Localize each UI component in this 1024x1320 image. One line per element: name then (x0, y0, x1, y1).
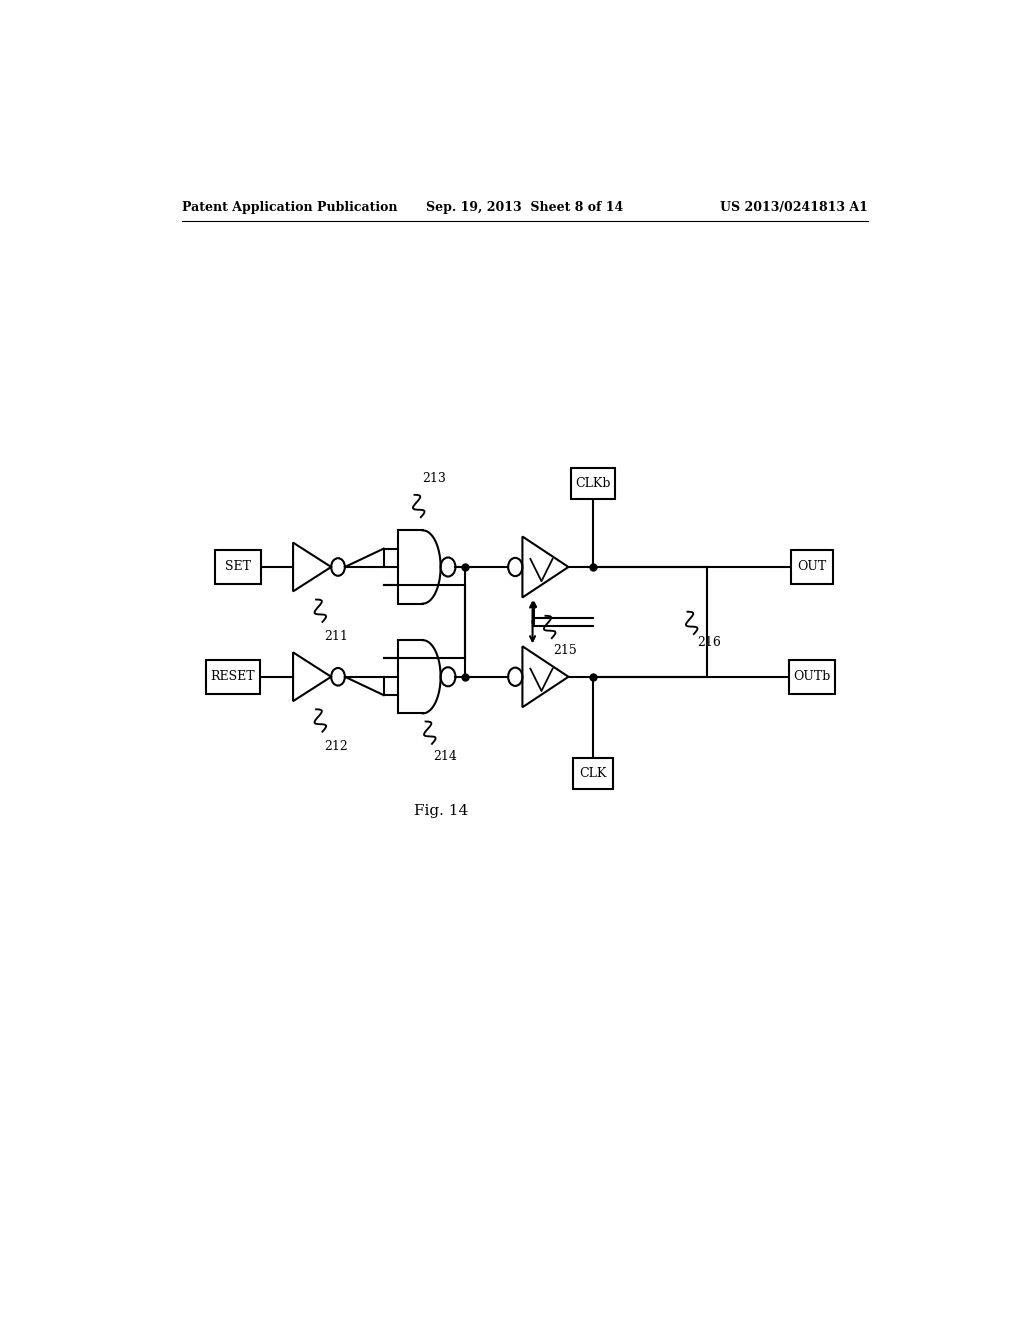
Text: 214: 214 (433, 750, 458, 763)
Text: CLK: CLK (580, 767, 607, 780)
Text: CLKb: CLKb (575, 477, 610, 490)
Text: Fig. 14: Fig. 14 (415, 804, 469, 818)
Text: RESET: RESET (211, 671, 255, 684)
FancyBboxPatch shape (571, 469, 614, 499)
Text: OUT: OUT (798, 561, 826, 573)
FancyBboxPatch shape (790, 660, 836, 693)
Text: 216: 216 (697, 636, 721, 649)
Text: 215: 215 (553, 644, 578, 657)
Text: Patent Application Publication: Patent Application Publication (182, 201, 397, 214)
FancyBboxPatch shape (792, 550, 833, 583)
FancyBboxPatch shape (206, 660, 260, 693)
Text: Sep. 19, 2013  Sheet 8 of 14: Sep. 19, 2013 Sheet 8 of 14 (426, 201, 624, 214)
FancyBboxPatch shape (214, 550, 260, 583)
Text: 213: 213 (423, 471, 446, 484)
Text: 212: 212 (324, 739, 348, 752)
FancyBboxPatch shape (573, 758, 613, 788)
Text: OUTb: OUTb (794, 671, 830, 684)
Text: 211: 211 (324, 630, 348, 643)
Text: SET: SET (224, 561, 251, 573)
Text: US 2013/0241813 A1: US 2013/0241813 A1 (720, 201, 867, 214)
